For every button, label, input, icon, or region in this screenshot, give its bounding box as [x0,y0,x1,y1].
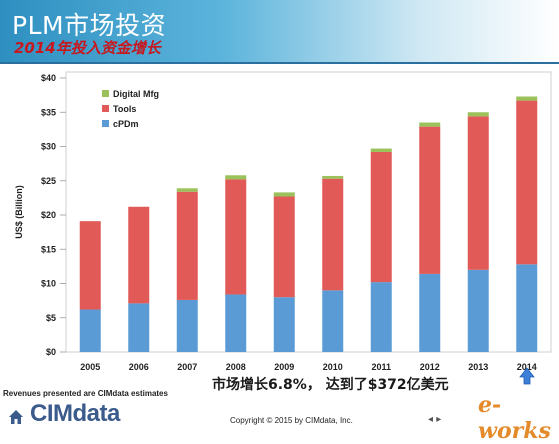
header-divider [0,62,559,64]
up-arrow-icon [519,367,535,385]
eworks-watermark: e-works [478,392,551,444]
x-tick-label: 2005 [80,362,100,372]
bar-tools-2006 [128,206,150,304]
bar-digital-mfg-2012 [419,122,441,127]
bar-cpdm-2011 [370,282,392,352]
x-tick-label: 2013 [468,362,488,372]
header-banner [0,0,559,62]
bar-cpdm-2008 [225,294,247,352]
bar-cpdm-2012 [419,273,441,352]
bar-tools-2008 [225,179,247,295]
y-tick-label: $40 [41,73,56,83]
bar-cpdm-2007 [176,299,198,352]
y-tick-label: $20 [41,210,56,220]
bar-cpdm-2013 [467,269,489,352]
bar-cpdm-2005 [79,309,101,352]
source-note: Revenues presented are CIMdata estimates [3,389,168,398]
copyright-text: Copyright © 2015 by CIMdata, Inc. [230,416,353,425]
bar-cpdm-2006 [128,303,150,352]
y-tick-label: $25 [41,176,56,186]
x-tick-label: 2014 [517,362,537,372]
x-axis: 2005 2006 2007 2008 2009 2010 2011 2012 2013 2014 [80,362,537,372]
y-axis-label: US$ (Billion) [14,185,24,239]
bar-cpdm-2009 [273,297,295,352]
x-tick-label: 2012 [420,362,440,372]
x-tick-label: 2011 [371,362,391,372]
x-tick-label: 2006 [129,362,149,372]
y-axis: $0 $5 $10 $15 $20 $25 $30 $35 $40 [41,73,66,357]
bar-digital-mfg-2008 [225,175,247,180]
bar-tools-2005 [79,221,101,310]
y-tick-label: $10 [41,279,56,289]
legend-swatch [102,120,109,127]
y-tick-label: $15 [41,244,56,254]
y-tick-label: $0 [46,347,56,357]
bar-tools-2011 [370,151,392,283]
legend: Digital Mfg Tools cPDm [102,89,159,129]
bar-tools-2012 [419,126,441,274]
home-icon[interactable] [8,409,24,425]
bar-digital-mfg-2007 [176,188,198,192]
y-tick-label: $35 [41,107,56,117]
bar-digital-mfg-2010 [322,175,344,179]
bar-cpdm-2010 [322,290,344,352]
bar-digital-mfg-2013 [467,112,489,117]
bar-tools-2009 [273,196,295,298]
bar-digital-mfg-2014 [516,96,538,101]
y-tick-label: $30 [41,142,56,152]
bar-tools-2007 [176,191,198,300]
stacked-bar-chart: $0$5$10$15$20$25$30$35$40 2005 2006 2007 20… [14,71,552,385]
page-title: PLM市场投资 [12,11,167,40]
legend-swatch [102,105,109,112]
x-tick-label: 2010 [323,362,343,372]
legend-label: cPDm [113,119,139,129]
page-subtitle: 2014年投入资金增长 [14,39,161,57]
y-tick-label: $5 [46,313,56,323]
slide-nav-arrows[interactable]: ◂ ▸ [428,414,442,425]
x-tick-label: 2007 [177,362,197,372]
bar-cpdm-2014 [516,264,538,352]
bar-tools-2014 [516,100,538,265]
growth-annotation: 市场增长6.8%， 达到了$372亿美元 [212,377,449,393]
footer-bar [0,402,559,430]
bar-digital-mfg-2009 [273,192,295,197]
bar-digital-mfg-2011 [370,148,392,152]
bars-group [79,96,538,352]
bar-tools-2010 [322,178,344,291]
bar-tools-2013 [467,116,489,270]
x-tick-label: 2008 [226,362,246,372]
legend-swatch [102,90,109,97]
x-tick-label: 2009 [274,362,294,372]
legend-label: Tools [113,104,136,114]
cimdata-logo: CIMdata [30,400,120,427]
legend-label: Digital Mfg [113,89,159,99]
